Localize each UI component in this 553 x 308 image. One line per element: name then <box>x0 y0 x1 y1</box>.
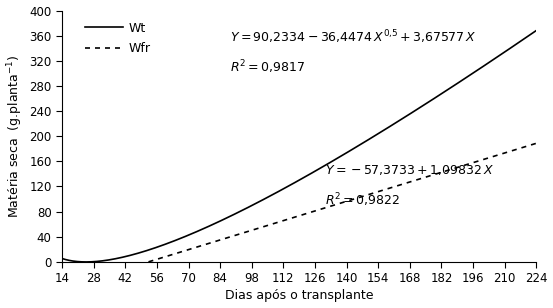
Y-axis label: Matéria seca  (g.planta$^{-1}$): Matéria seca (g.planta$^{-1}$) <box>6 55 25 218</box>
Text: $Y = -57{,}3733 + 1{,}09832\,X$: $Y = -57{,}3733 + 1{,}09832\,X$ <box>325 163 494 177</box>
Text: $R^2 = 0{,}9817$: $R^2 = 0{,}9817$ <box>231 58 306 76</box>
Text: $R^2 = 0{,}9822$: $R^2 = 0{,}9822$ <box>325 192 400 209</box>
Legend: Wt, Wfr: Wt, Wfr <box>80 17 156 60</box>
X-axis label: Dias após o transplante: Dias após o transplante <box>225 290 373 302</box>
Text: $Y = 90{,}2334 - 36{,}4474\,X^{0{,}5} + 3{,}67577\,X$: $Y = 90{,}2334 - 36{,}4474\,X^{0{,}5} + … <box>231 28 477 46</box>
